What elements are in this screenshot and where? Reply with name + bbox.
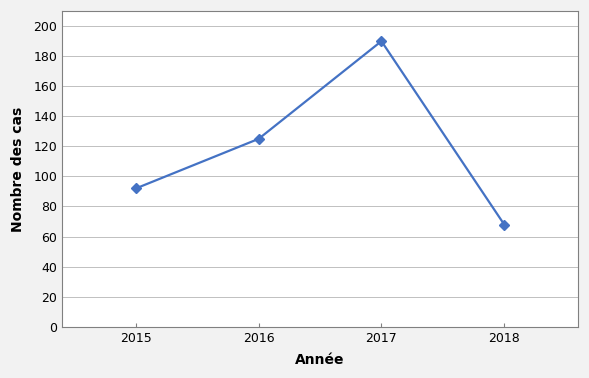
Y-axis label: Nombre des cas: Nombre des cas (11, 106, 25, 232)
X-axis label: Année: Année (295, 353, 345, 367)
